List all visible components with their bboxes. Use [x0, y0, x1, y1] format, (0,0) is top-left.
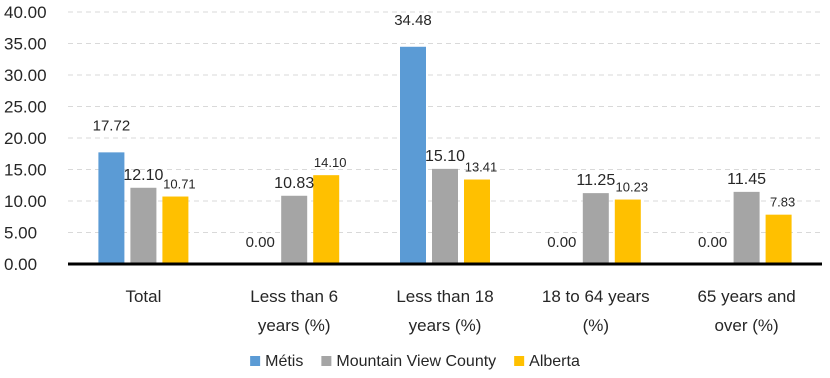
category-label: over (%) [714, 316, 778, 335]
y-axis-tick-labels: 0.00 5.00 10.00 15.00 20.00 25.00 30.00 35.00 40… [4, 3, 47, 274]
bar [98, 152, 125, 264]
legend-swatch [321, 356, 332, 366]
bar [281, 195, 308, 264]
category-label: (%) [583, 316, 609, 335]
y-tick-label: 25.00 [4, 98, 47, 117]
data-label: 10.71 [163, 177, 196, 192]
data-labels: 17.72 0.00 34.48 0.00 0.00 12.10 10.83 15.10 11.… [93, 12, 796, 251]
bar [733, 191, 760, 264]
bar [400, 46, 426, 264]
legend-swatch [514, 356, 525, 366]
legend-label: Alberta [529, 353, 580, 370]
category-label: years (%) [258, 316, 331, 335]
y-tick-label: 15.00 [4, 161, 47, 180]
data-label: 11.25 [576, 172, 615, 189]
y-tick-label: 30.00 [4, 66, 47, 85]
category-label: Less than 18 [396, 287, 493, 306]
data-label: 34.48 [394, 12, 432, 29]
bar [130, 187, 157, 264]
data-label: 7.83 [770, 195, 795, 210]
legend: Métis Mountain View County Alberta [250, 353, 580, 370]
category-label: 65 years and [697, 287, 795, 306]
y-tick-label: 40.00 [4, 3, 47, 22]
bar [614, 199, 641, 264]
bar [432, 168, 458, 264]
category-label: Total [125, 287, 161, 306]
bars [98, 46, 792, 264]
legend-label: Mountain View County [336, 353, 496, 370]
y-tick-label: 35.00 [4, 35, 47, 54]
data-label: 0.00 [246, 234, 275, 251]
legend-swatch [250, 356, 261, 366]
bar [765, 214, 792, 264]
bar [162, 196, 189, 264]
x-axis-category-labels: Total Less than 6 years (%) Less than 18 yea… [125, 287, 795, 335]
legend-item: Mountain View County [321, 353, 496, 370]
bar [313, 175, 340, 264]
data-label: 14.10 [314, 155, 347, 170]
y-tick-label: 5.00 [4, 224, 37, 243]
y-tick-label: 10.00 [4, 192, 47, 211]
bar [582, 193, 609, 264]
data-label: 15.10 [425, 148, 465, 165]
bar [464, 179, 490, 264]
data-label: 10.83 [274, 175, 314, 192]
data-label: 10.23 [616, 180, 649, 195]
legend-label: Métis [265, 353, 303, 370]
legend-item: Métis [250, 353, 303, 370]
category-label: years (%) [409, 316, 482, 335]
legend-item: Alberta [514, 353, 580, 370]
category-label: 18 to 64 years [542, 287, 650, 306]
data-label: 13.41 [465, 160, 498, 175]
data-label: 0.00 [547, 234, 576, 251]
data-label: 17.72 [93, 117, 131, 134]
data-label: 11.45 [727, 171, 766, 188]
y-tick-label: 20.00 [4, 129, 47, 148]
category-label: Less than 6 [250, 287, 338, 306]
y-tick-label: 0.00 [4, 255, 37, 274]
data-label: 12.10 [123, 167, 163, 184]
data-label: 0.00 [698, 234, 727, 251]
